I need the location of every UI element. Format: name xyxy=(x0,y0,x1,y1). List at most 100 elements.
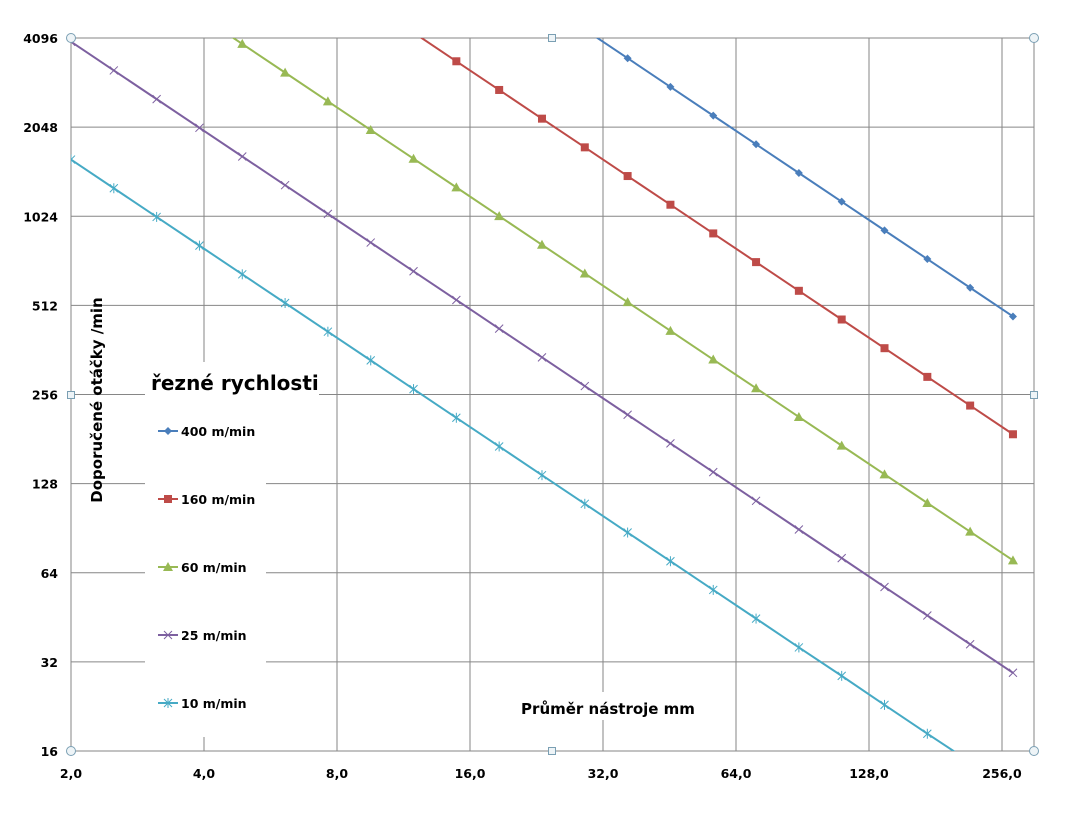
square-marker xyxy=(880,344,889,353)
data-point xyxy=(152,211,161,222)
corner-resize-handle[interactable] xyxy=(1029,33,1039,43)
diamond-marker xyxy=(709,111,718,120)
data-point xyxy=(837,197,846,206)
legend-title: řezné rychlosti xyxy=(151,371,319,395)
data-point xyxy=(837,670,847,681)
data-point xyxy=(879,469,890,479)
legend[interactable]: 400 m/min 160 m/min 60 m/min 25 m/min 10 m/m… xyxy=(158,424,255,711)
data-point xyxy=(751,383,762,393)
legend-background xyxy=(145,362,702,737)
data-point xyxy=(623,54,632,63)
diamond-marker xyxy=(623,54,632,63)
square-marker xyxy=(623,172,632,181)
x-marker xyxy=(922,611,932,620)
data-point xyxy=(666,556,675,567)
data-point xyxy=(71,154,76,165)
triangle-marker xyxy=(622,297,633,307)
legend-label: 160 m/min xyxy=(181,492,255,507)
corner-resize-handle[interactable] xyxy=(66,33,76,43)
x-axis-ticks: 2,0 4,0 8,0 16,0 32,0 64,0 128,0 256,0 xyxy=(60,766,1022,781)
y-tick-label: 256 xyxy=(32,388,58,403)
data-point xyxy=(923,372,932,381)
data-point xyxy=(495,85,504,94)
triangle-marker xyxy=(793,411,804,421)
data-point xyxy=(580,498,590,509)
data-point xyxy=(109,66,119,75)
data-point xyxy=(237,38,248,48)
data-point xyxy=(752,258,761,267)
square-marker xyxy=(1008,430,1017,439)
x-tick-label: 4,0 xyxy=(193,766,215,781)
x-marker xyxy=(152,94,161,104)
legend-marker xyxy=(163,562,173,571)
data-point xyxy=(1008,430,1017,439)
series-60-m-min xyxy=(231,38,1018,565)
data-point xyxy=(409,266,418,276)
data-point xyxy=(280,298,290,309)
square-marker xyxy=(794,286,803,295)
triangle-marker xyxy=(751,383,762,393)
data-point xyxy=(322,96,333,106)
data-point xyxy=(494,324,504,334)
data-point xyxy=(922,497,933,507)
triangle-marker xyxy=(536,239,547,249)
x-marker xyxy=(580,381,590,391)
data-point xyxy=(665,325,676,335)
data-point xyxy=(537,470,547,481)
x-tick-label: 32,0 xyxy=(588,766,619,781)
data-point xyxy=(922,728,932,739)
legend-item: 400 m/min xyxy=(158,424,255,439)
square-marker xyxy=(752,258,761,267)
corner-resize-handle[interactable] xyxy=(1029,746,1039,756)
x-marker xyxy=(451,295,461,305)
diamond-marker xyxy=(966,283,975,292)
legend-marker xyxy=(164,427,172,435)
data-point xyxy=(751,613,761,624)
data-point xyxy=(451,182,462,192)
triangle-marker xyxy=(1007,555,1018,565)
x-marker xyxy=(837,553,847,563)
side-resize-handle[interactable] xyxy=(548,34,556,42)
data-point xyxy=(365,125,376,135)
data-point xyxy=(666,82,675,91)
data-point xyxy=(709,229,718,238)
legend-label: 60 m/min xyxy=(181,560,247,575)
y-tick-label: 128 xyxy=(32,477,58,492)
data-point xyxy=(109,183,119,194)
triangle-marker xyxy=(322,96,333,106)
x-marker xyxy=(537,352,547,362)
x-marker xyxy=(494,324,504,334)
x-tick-label: 8,0 xyxy=(326,766,348,781)
square-marker xyxy=(666,200,675,209)
square-marker xyxy=(164,495,172,503)
square-marker xyxy=(923,372,932,381)
triangle-marker xyxy=(836,440,847,450)
data-point xyxy=(195,123,204,133)
data-point xyxy=(880,226,889,235)
square-marker xyxy=(580,143,589,152)
data-point xyxy=(794,168,803,177)
data-point xyxy=(537,352,547,362)
diamond-marker xyxy=(923,255,932,264)
selection-handles[interactable] xyxy=(66,33,1039,756)
legend-marker xyxy=(163,630,173,640)
square-marker xyxy=(837,315,846,324)
data-point xyxy=(536,239,547,249)
corner-resize-handle[interactable] xyxy=(66,746,76,756)
triangle-marker xyxy=(365,125,376,135)
side-resize-handle[interactable] xyxy=(1030,391,1038,399)
x-tick-label: 128,0 xyxy=(849,766,889,781)
data-point xyxy=(1008,312,1017,321)
x-marker xyxy=(1008,668,1018,678)
legend-item: 60 m/min xyxy=(158,560,247,575)
diamond-marker xyxy=(794,168,803,177)
x-marker xyxy=(280,180,290,190)
data-point xyxy=(623,172,632,181)
side-resize-handle[interactable] xyxy=(67,391,75,399)
data-point xyxy=(965,639,975,649)
y-tick-label: 2048 xyxy=(23,120,58,135)
x-tick-label: 64,0 xyxy=(721,766,752,781)
data-point xyxy=(666,439,675,448)
side-resize-handle[interactable] xyxy=(548,747,556,755)
